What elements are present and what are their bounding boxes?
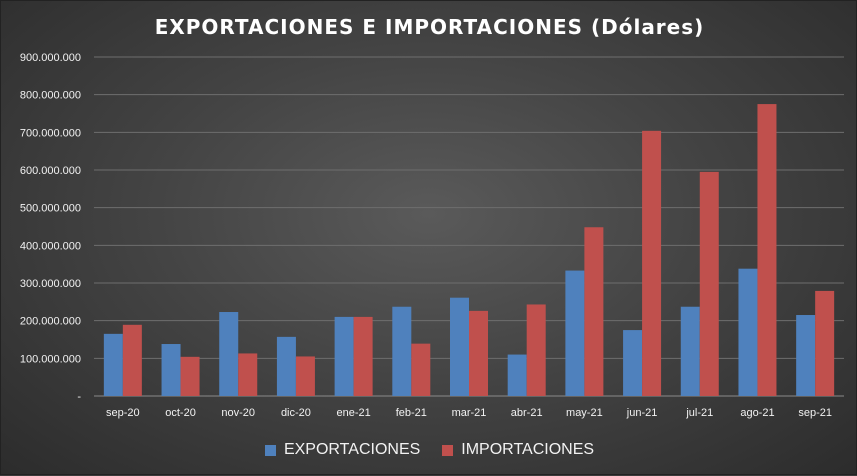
chart-legend: EXPORTACIONES IMPORTACIONES <box>1 441 857 459</box>
y-tick-label: 300.000.000 <box>20 278 81 290</box>
x-tick-label: ene-21 <box>336 407 370 419</box>
x-tick-label: dic-20 <box>281 407 311 419</box>
bar-exportaciones-jun-21 <box>623 330 643 396</box>
y-tick-label: 400.000.000 <box>20 240 81 252</box>
bar-importaciones-nov-20 <box>238 353 258 396</box>
y-tick-label: 600.000.000 <box>20 165 81 177</box>
bar-importaciones-jul-21 <box>699 171 719 396</box>
bar-importaciones-abr-21 <box>526 304 546 396</box>
legend-swatch-exportaciones <box>264 444 276 456</box>
y-tick-label: 800.000.000 <box>20 90 81 102</box>
y-tick-label: 200.000.000 <box>20 316 81 328</box>
legend-label-exportaciones: EXPORTACIONES <box>283 441 421 458</box>
chart-title: EXPORTACIONES E IMPORTACIONES (Dólares) <box>154 15 705 39</box>
x-tick-label: ago-21 <box>740 407 774 419</box>
x-tick-label: jun-21 <box>626 407 658 419</box>
bar-importaciones-feb-21 <box>411 343 431 396</box>
x-tick-label: mar-21 <box>452 407 487 419</box>
y-tick-label: 500.000.000 <box>20 203 81 215</box>
bar-importaciones-jun-21 <box>642 130 662 396</box>
x-tick-label: nov-20 <box>221 407 255 419</box>
legend-label-importaciones: IMPORTACIONES <box>461 441 595 458</box>
x-tick-label: feb-21 <box>396 407 427 419</box>
y-tick-label: 700.000.000 <box>20 127 81 139</box>
bar-exportaciones-dic-20 <box>276 336 296 396</box>
bar-importaciones-ago-21 <box>757 104 777 396</box>
bar-importaciones-dic-20 <box>295 356 315 396</box>
legend-item-exportaciones: EXPORTACIONES <box>264 441 421 459</box>
x-tick-label: jul-21 <box>685 407 713 419</box>
bar-exportaciones-abr-21 <box>507 354 527 396</box>
legend-swatch-importaciones <box>442 444 454 456</box>
bar-exportaciones-may-21 <box>565 270 585 396</box>
x-tick-label: abr-21 <box>511 407 543 419</box>
bar-exportaciones-nov-20 <box>219 312 239 396</box>
bar-importaciones-may-21 <box>584 227 604 396</box>
bar-importaciones-oct-20 <box>180 356 200 396</box>
bar-exportaciones-jul-21 <box>680 306 700 396</box>
bar-importaciones-sep-21 <box>815 290 835 396</box>
x-tick-label: sep-20 <box>106 407 140 419</box>
x-tick-label: oct-20 <box>165 407 196 419</box>
bar-exportaciones-ene-21 <box>334 316 354 396</box>
bar-importaciones-mar-21 <box>469 310 488 396</box>
bar-exportaciones-sep-20 <box>103 333 123 396</box>
bar-exportaciones-oct-20 <box>161 344 181 396</box>
y-tick-label: 100.000.000 <box>20 353 81 365</box>
y-tick-label: - <box>77 391 81 403</box>
legend-item-importaciones: IMPORTACIONES <box>442 441 594 459</box>
x-tick-label: may-21 <box>566 407 603 419</box>
bar-exportaciones-sep-21 <box>796 315 816 396</box>
x-tick-label: sep-21 <box>798 407 832 419</box>
bar-exportaciones-ago-21 <box>738 268 758 396</box>
bar-exportaciones-feb-21 <box>392 306 412 396</box>
bar-exportaciones-mar-21 <box>450 297 469 396</box>
bar-importaciones-ene-21 <box>353 316 373 396</box>
y-tick-label: 900.000.000 <box>20 52 81 64</box>
bar-importaciones-sep-20 <box>122 324 142 396</box>
